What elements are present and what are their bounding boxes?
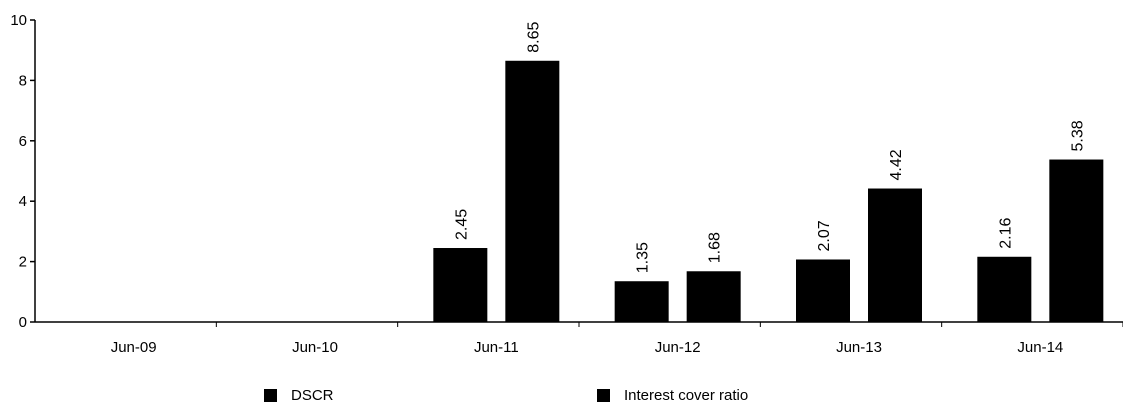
bar-interest-cover [686, 271, 741, 322]
data-label: 2.45 [453, 209, 470, 240]
data-labels: 2.45 8.65 1.35 1.68 2.07 4.42 2.16 5.38 [453, 22, 1086, 274]
bar-dscr [614, 281, 669, 322]
legend-label-dscr: DSCR [291, 386, 334, 404]
data-label: 1.35 [635, 242, 652, 273]
bar-dscr [977, 256, 1032, 322]
bars [433, 60, 1104, 323]
data-label: 2.07 [816, 220, 833, 251]
legend-item-dscr: DSCR [264, 386, 334, 404]
x-tick-label: Jun-09 [111, 339, 157, 356]
data-label: 1.68 [707, 232, 724, 263]
data-label: 8.65 [525, 22, 542, 53]
y-tick-label: 0 [19, 314, 27, 331]
x-tick-label: Jun-11 [474, 339, 519, 356]
bar-interest-cover [1049, 159, 1104, 322]
bar-interest-cover [505, 60, 560, 323]
legend-item-interest-cover: Interest cover ratio [597, 386, 748, 404]
y-tick-label: 8 [19, 72, 27, 89]
x-tick-label: Jun-14 [1017, 339, 1063, 356]
y-tick-label: 6 [19, 133, 27, 150]
bar-dscr [433, 248, 488, 322]
data-label: 2.16 [997, 218, 1014, 249]
bar-dscr [796, 259, 850, 322]
legend-swatch-dscr [264, 388, 277, 402]
y-tick-label: 2 [19, 254, 27, 271]
axes: 0 2 4 6 8 10 Jun-09 Jun-10 Jun-11 Jun-12 Jun-13 Jun… [10, 12, 1123, 356]
y-tick-label: 4 [19, 193, 27, 210]
x-tick-label: Jun-13 [836, 339, 882, 356]
legend-swatch-interest-cover [597, 388, 610, 402]
x-tick-label: Jun-12 [655, 339, 701, 356]
bar-interest-cover [868, 188, 922, 322]
x-tick-label: Jun-10 [292, 339, 338, 356]
legend-label-interest-cover: Interest cover ratio [624, 386, 749, 404]
data-label: 4.42 [888, 149, 905, 180]
y-tick-label: 10 [10, 12, 27, 29]
data-label: 5.38 [1069, 120, 1086, 151]
